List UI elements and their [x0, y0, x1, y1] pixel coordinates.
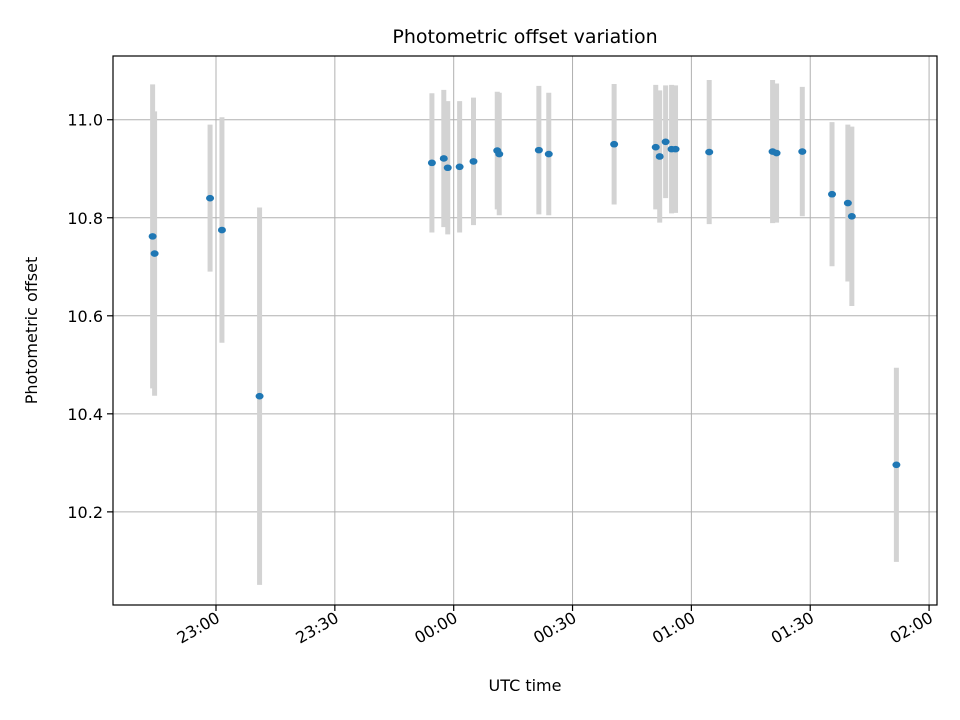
data-point: [439, 155, 448, 162]
data-point: [655, 153, 664, 160]
y-axis-title: Photometric offset: [22, 257, 41, 405]
data-point: [610, 140, 619, 148]
data-point: [255, 392, 264, 400]
y-tick-label: 10.2: [67, 503, 103, 522]
data-point: [772, 149, 781, 157]
y-tick-label: 11.0: [67, 111, 103, 130]
x-tick-label: 00:00: [411, 608, 460, 648]
x-tick-label: 00:30: [530, 608, 579, 648]
x-tick-label: 01:00: [649, 608, 698, 648]
data-point: [495, 150, 504, 158]
grid-lines: [113, 56, 937, 605]
data-point: [847, 212, 856, 220]
plot-frame: [112, 55, 938, 606]
data-point: [828, 190, 837, 198]
data-point: [534, 146, 543, 154]
data-point: [544, 150, 553, 158]
x-tick-label: 02:00: [887, 608, 936, 648]
y-tick-label: 10.8: [67, 209, 103, 228]
data-point: [148, 233, 157, 240]
data-point: [671, 145, 680, 153]
data-point: [469, 158, 478, 165]
data-point: [217, 226, 226, 234]
x-tick-label: 23:00: [174, 608, 223, 648]
x-tick-label: 23:30: [292, 608, 341, 648]
data-point: [705, 148, 714, 156]
chart-title: Photometric offset variation: [392, 26, 657, 48]
y-tick-label: 10.6: [67, 307, 103, 326]
x-axis-title: UTC time: [489, 676, 562, 695]
data-points: [148, 138, 901, 469]
data-point: [661, 138, 670, 146]
data-point: [443, 164, 452, 172]
data-point: [455, 163, 464, 171]
x-axis-ticks: 23:00 23:30 00:00 00:30 01:00 01:30 02:00: [174, 605, 936, 648]
x-tick-label: 01:30: [768, 608, 817, 648]
data-point: [892, 461, 901, 469]
data-point: [150, 250, 159, 257]
y-tick-label: 10.4: [67, 405, 103, 424]
data-point: [843, 199, 852, 207]
data-point: [206, 194, 215, 202]
data-point: [798, 148, 807, 155]
data-point: [427, 159, 436, 167]
error-bars: [150, 80, 899, 585]
data-point: [651, 143, 660, 151]
y-axis-ticks: 10.2 10.4 10.6 10.8 11.0: [67, 111, 113, 522]
